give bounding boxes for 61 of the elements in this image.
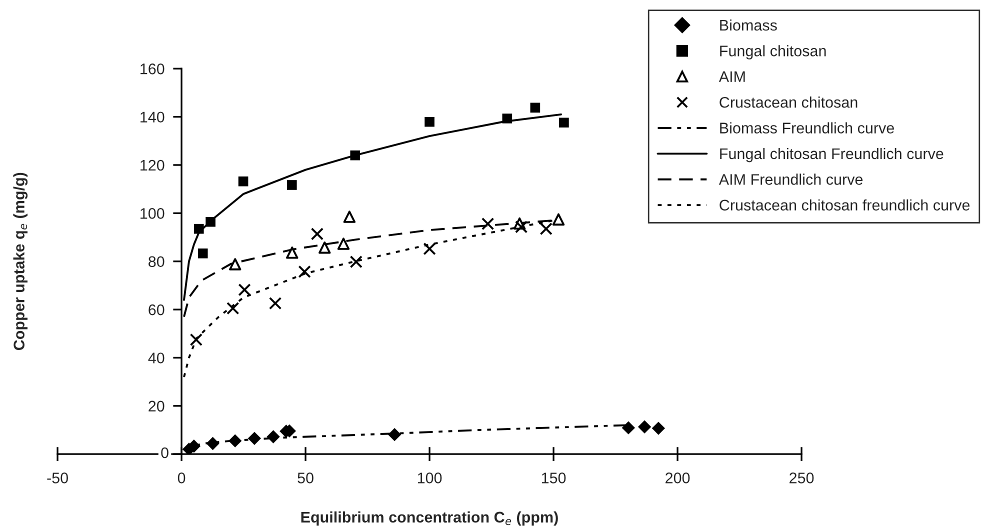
point bbox=[286, 246, 298, 259]
x-axis-title: Equilibrium concentration C$_{e}$ (ppm) bbox=[301, 511, 558, 526]
legend-label: Biomass bbox=[720, 19, 777, 31]
point bbox=[194, 224, 204, 234]
y-tick-label: 40 bbox=[148, 352, 164, 364]
point bbox=[343, 210, 356, 223]
x-tick-label: 50 bbox=[298, 472, 314, 484]
y-tick-label: 100 bbox=[140, 208, 164, 219]
x-tick-label: 0 bbox=[178, 472, 186, 484]
y-tick-label: 80 bbox=[148, 256, 164, 268]
point bbox=[652, 422, 666, 435]
point bbox=[298, 265, 311, 278]
point bbox=[206, 216, 216, 227]
y-axis-title: Copper uptake q$_{e}$ (mg/g) bbox=[13, 172, 28, 350]
point bbox=[423, 242, 436, 256]
y-tick-label: 60 bbox=[148, 304, 164, 316]
point bbox=[559, 118, 569, 128]
point bbox=[350, 255, 362, 268]
legend-label: Crustacean chitosan bbox=[720, 96, 858, 108]
point bbox=[248, 432, 262, 446]
legend-label: Fungal chitosan bbox=[720, 45, 826, 60]
point bbox=[638, 420, 652, 434]
point bbox=[238, 283, 251, 296]
x-tick-label: 200 bbox=[666, 472, 690, 484]
legend-label: AIM bbox=[718, 71, 745, 82]
point bbox=[552, 213, 565, 226]
point bbox=[198, 248, 208, 258]
point bbox=[540, 222, 552, 236]
x-tick-label: 250 bbox=[790, 472, 814, 484]
point bbox=[228, 258, 242, 270]
point bbox=[286, 180, 297, 190]
point bbox=[226, 302, 240, 315]
x-tick-label: 100 bbox=[418, 472, 442, 484]
point bbox=[266, 430, 280, 444]
y-tick-label: 160 bbox=[140, 64, 164, 74]
legend-label: Crustacean chitosan freundlich curve bbox=[720, 199, 970, 211]
point bbox=[502, 114, 512, 124]
legend-label: Biomass Freundlich curve bbox=[720, 122, 894, 134]
x-tick-label: 150 bbox=[542, 472, 566, 484]
y-tick-label: 120 bbox=[140, 160, 164, 171]
point bbox=[530, 102, 540, 113]
point bbox=[514, 220, 528, 234]
point bbox=[318, 242, 331, 254]
point bbox=[238, 176, 248, 186]
point bbox=[190, 333, 203, 346]
y-tick-label: 0 bbox=[161, 447, 168, 458]
point bbox=[481, 217, 494, 230]
point bbox=[268, 296, 282, 310]
point bbox=[228, 434, 242, 448]
point bbox=[206, 436, 220, 450]
point bbox=[622, 421, 636, 434]
point bbox=[337, 238, 350, 250]
point bbox=[388, 428, 402, 442]
y-tick-label: 20 bbox=[148, 400, 164, 412]
point bbox=[310, 228, 324, 240]
point bbox=[350, 150, 360, 160]
y-tick-label: 140 bbox=[140, 112, 164, 123]
legend-label: Fungal chitosan Freundlich curve bbox=[720, 148, 944, 162]
x-tick-label: -50 bbox=[47, 472, 68, 484]
legend-label: AIM Freundlich curve bbox=[718, 174, 863, 185]
point bbox=[424, 116, 434, 127]
